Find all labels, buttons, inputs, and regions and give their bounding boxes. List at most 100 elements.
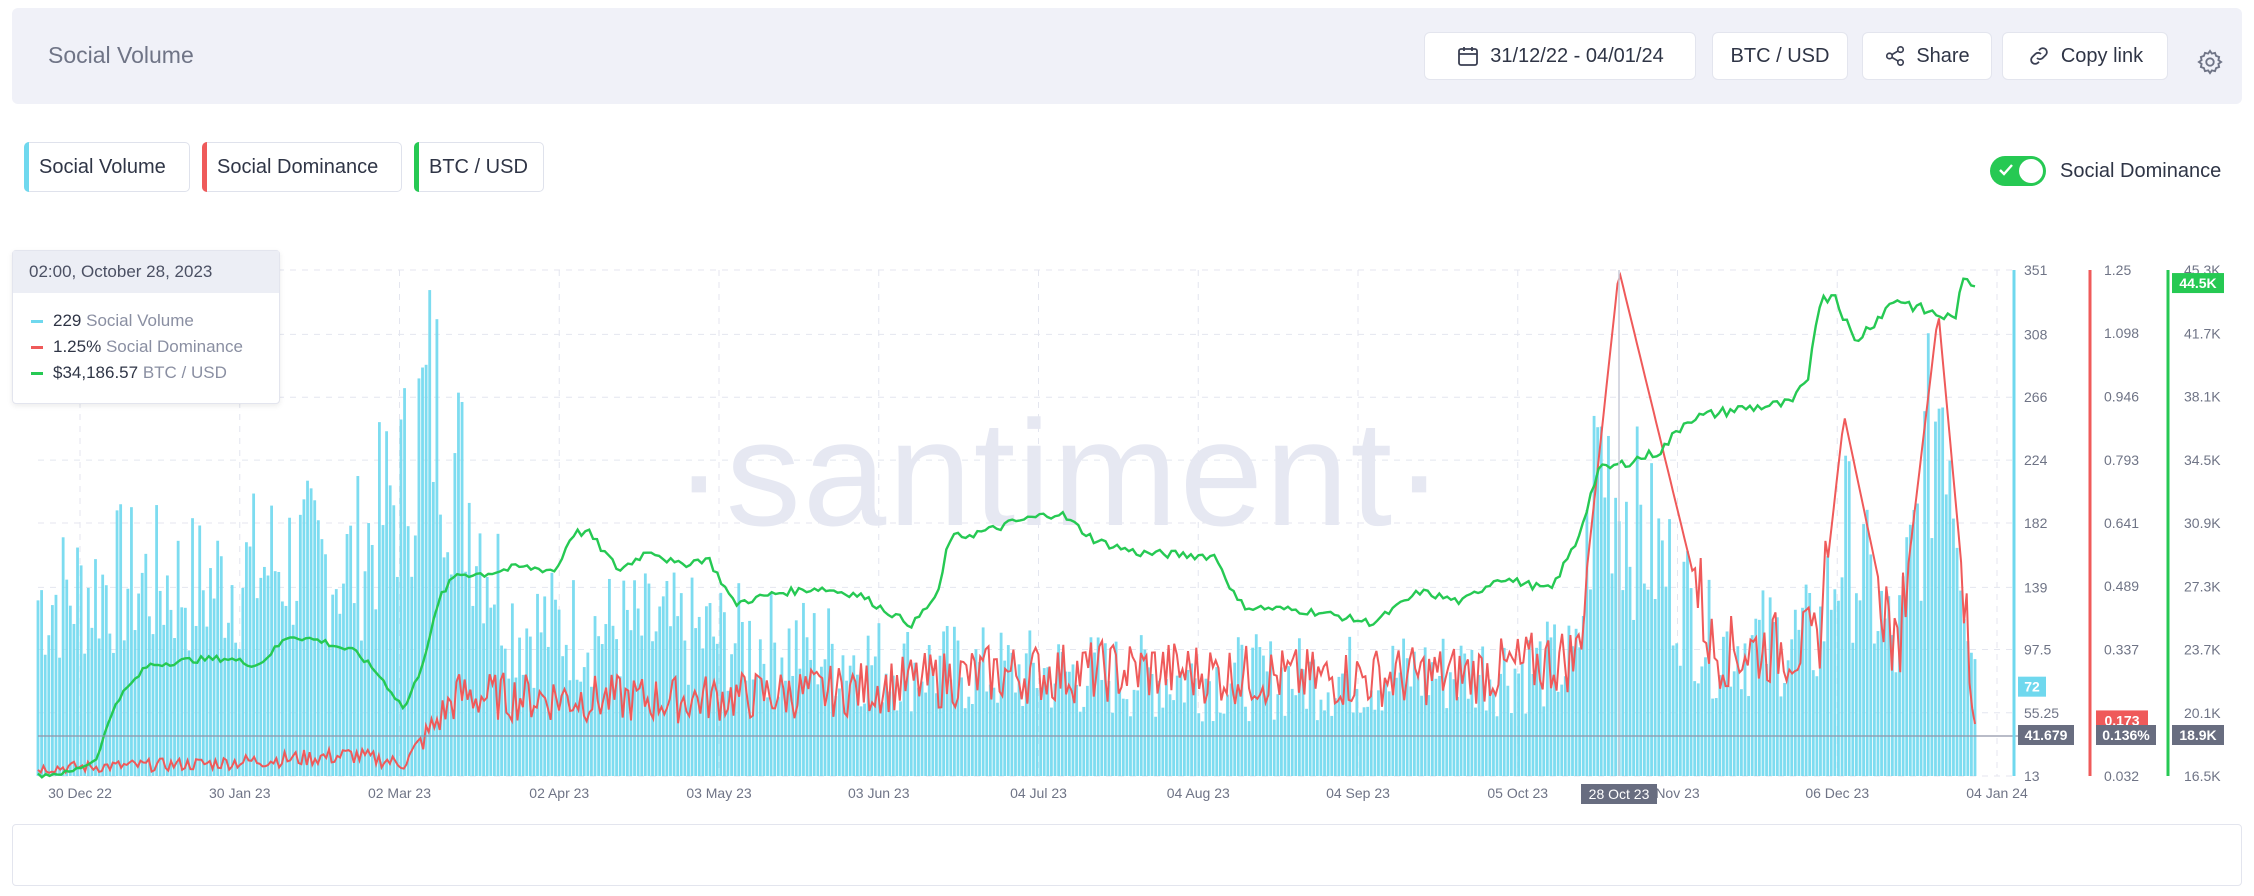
social-volume-bar — [410, 576, 414, 776]
pair-button[interactable]: BTC / USD — [1712, 32, 1848, 80]
social-volume-bar — [324, 554, 327, 776]
legend-social-volume[interactable]: Social Volume — [24, 142, 190, 192]
social-volume-bar — [1682, 561, 1686, 776]
social-volume-bar — [1585, 510, 1589, 776]
social-volume-bar — [1046, 667, 1050, 776]
social-volume-bar — [1341, 673, 1344, 776]
social-volume-bar — [151, 634, 155, 776]
social-volume-bar — [1664, 586, 1668, 776]
tooltip-row-btc-usd: $34,186.57 BTC / USD — [31, 363, 227, 383]
social-volume-bar — [1829, 609, 1833, 776]
gear-icon[interactable] — [2196, 48, 2224, 76]
social-volume-bar — [956, 640, 960, 776]
social-volume-bar — [823, 659, 827, 776]
social-volume-bar — [1869, 554, 1873, 776]
social-volume-bar — [1060, 651, 1064, 776]
social-volume-bar — [1495, 716, 1499, 776]
social-volume-bar — [1786, 660, 1790, 776]
social-volume-bar — [935, 693, 938, 776]
social-volume-bar — [1625, 501, 1628, 776]
social-volume-bar — [1704, 657, 1707, 776]
social-dominance-marker: 0.173 — [2104, 712, 2139, 728]
social-volume-bar — [1147, 667, 1150, 776]
legend-btc-usd[interactable]: BTC / USD — [414, 142, 544, 192]
social-volume-bar — [1438, 676, 1441, 776]
social-volume-bar — [47, 635, 51, 776]
social-volume-bar — [873, 656, 877, 776]
social-volume-tick-label: 308 — [2024, 326, 2048, 342]
social-volume-bar — [1319, 699, 1323, 776]
social-volume-bar — [1937, 408, 1941, 776]
share-button[interactable]: Share — [1862, 32, 1992, 80]
social-volume-bar — [1236, 637, 1240, 776]
social-volume-bar — [798, 668, 802, 776]
date-range-button[interactable]: 31/12/22 - 04/01/24 — [1424, 32, 1696, 80]
social-volume-bar — [68, 605, 72, 776]
social-volume-bar — [1589, 589, 1592, 776]
social-volume-bar — [101, 574, 105, 776]
social-volume-bar — [241, 587, 245, 776]
social-volume-bar — [1553, 624, 1556, 776]
social-volume-bar — [270, 505, 273, 776]
social-volume-bar — [643, 573, 647, 776]
x-tick-label: Nov 23 — [1655, 785, 1700, 801]
social-volume-bar — [1768, 597, 1772, 776]
social-volume-bar — [820, 666, 823, 776]
social-volume-bar — [1923, 411, 1927, 776]
social-volume-bar — [1599, 426, 1603, 776]
btc-usd-marker: 44.5K — [2179, 275, 2216, 291]
social-volume-bar — [1075, 684, 1078, 776]
social-dominance-crosshair-value: 0.136% — [2102, 727, 2150, 743]
social-dominance-crosshair-value-bg — [2096, 725, 2156, 745]
social-volume-bar — [1571, 646, 1574, 776]
social-volume-bar — [1330, 715, 1334, 776]
social-volume-bar — [1783, 682, 1786, 776]
social-volume-bar — [1578, 647, 1582, 776]
social-volume-bar — [1944, 494, 1948, 776]
social-volume-bar — [1430, 662, 1434, 776]
x-tick-label: 04 Sep 23 — [1326, 785, 1390, 801]
tooltip-row-social-dominance: 1.25% Social Dominance — [31, 337, 243, 357]
social-volume-bar — [1686, 551, 1689, 776]
social-volume-bar — [539, 632, 543, 776]
social-volume-bar — [1718, 675, 1722, 776]
social-volume-color-bar — [24, 142, 29, 192]
legend-social-dominance[interactable]: Social Dominance — [202, 142, 402, 192]
social-volume-bar — [496, 533, 500, 776]
social-volume-bar — [385, 431, 388, 776]
social-volume-bar — [1010, 652, 1014, 776]
tooltip-row-social-volume: 229 Social Volume — [31, 311, 194, 331]
social-dominance-toggle[interactable] — [1990, 156, 2046, 186]
social-volume-bar — [406, 526, 410, 776]
copy-link-button[interactable]: Copy link — [2002, 32, 2168, 80]
social-volume-bar — [349, 525, 353, 776]
social-volume-bar — [780, 657, 784, 776]
social-volume-bar — [884, 673, 888, 776]
social-volume-bar — [1369, 690, 1373, 776]
social-dominance-tick-label: 0.489 — [2104, 578, 2139, 594]
social-volume-bar — [1930, 538, 1934, 776]
social-volume-bar — [766, 697, 769, 776]
social-volume-bar — [392, 505, 396, 776]
social-volume-bar — [86, 587, 90, 776]
social-volume-bar — [137, 593, 141, 776]
range-navigator[interactable] — [12, 824, 2242, 886]
social-volume-bar — [245, 542, 248, 776]
social-volume-bar — [582, 667, 586, 776]
social-volume-bar — [1801, 607, 1804, 776]
social-volume-bar — [1028, 630, 1032, 776]
social-volume-bar — [1858, 600, 1862, 776]
calendar-icon — [1458, 47, 1479, 66]
social-volume-bar — [1840, 577, 1844, 776]
social-volume-bar — [809, 659, 813, 776]
social-volume-bar — [162, 624, 166, 776]
social-volume-bar — [1154, 716, 1158, 776]
social-volume-bar — [1204, 678, 1208, 776]
social-volume-bar — [1222, 713, 1226, 776]
social-volume-bar — [378, 422, 381, 776]
social-volume-bar — [550, 572, 554, 776]
social-volume-bar — [460, 401, 464, 776]
social-volume-bar — [845, 680, 848, 776]
social-volume-bar — [543, 596, 547, 776]
